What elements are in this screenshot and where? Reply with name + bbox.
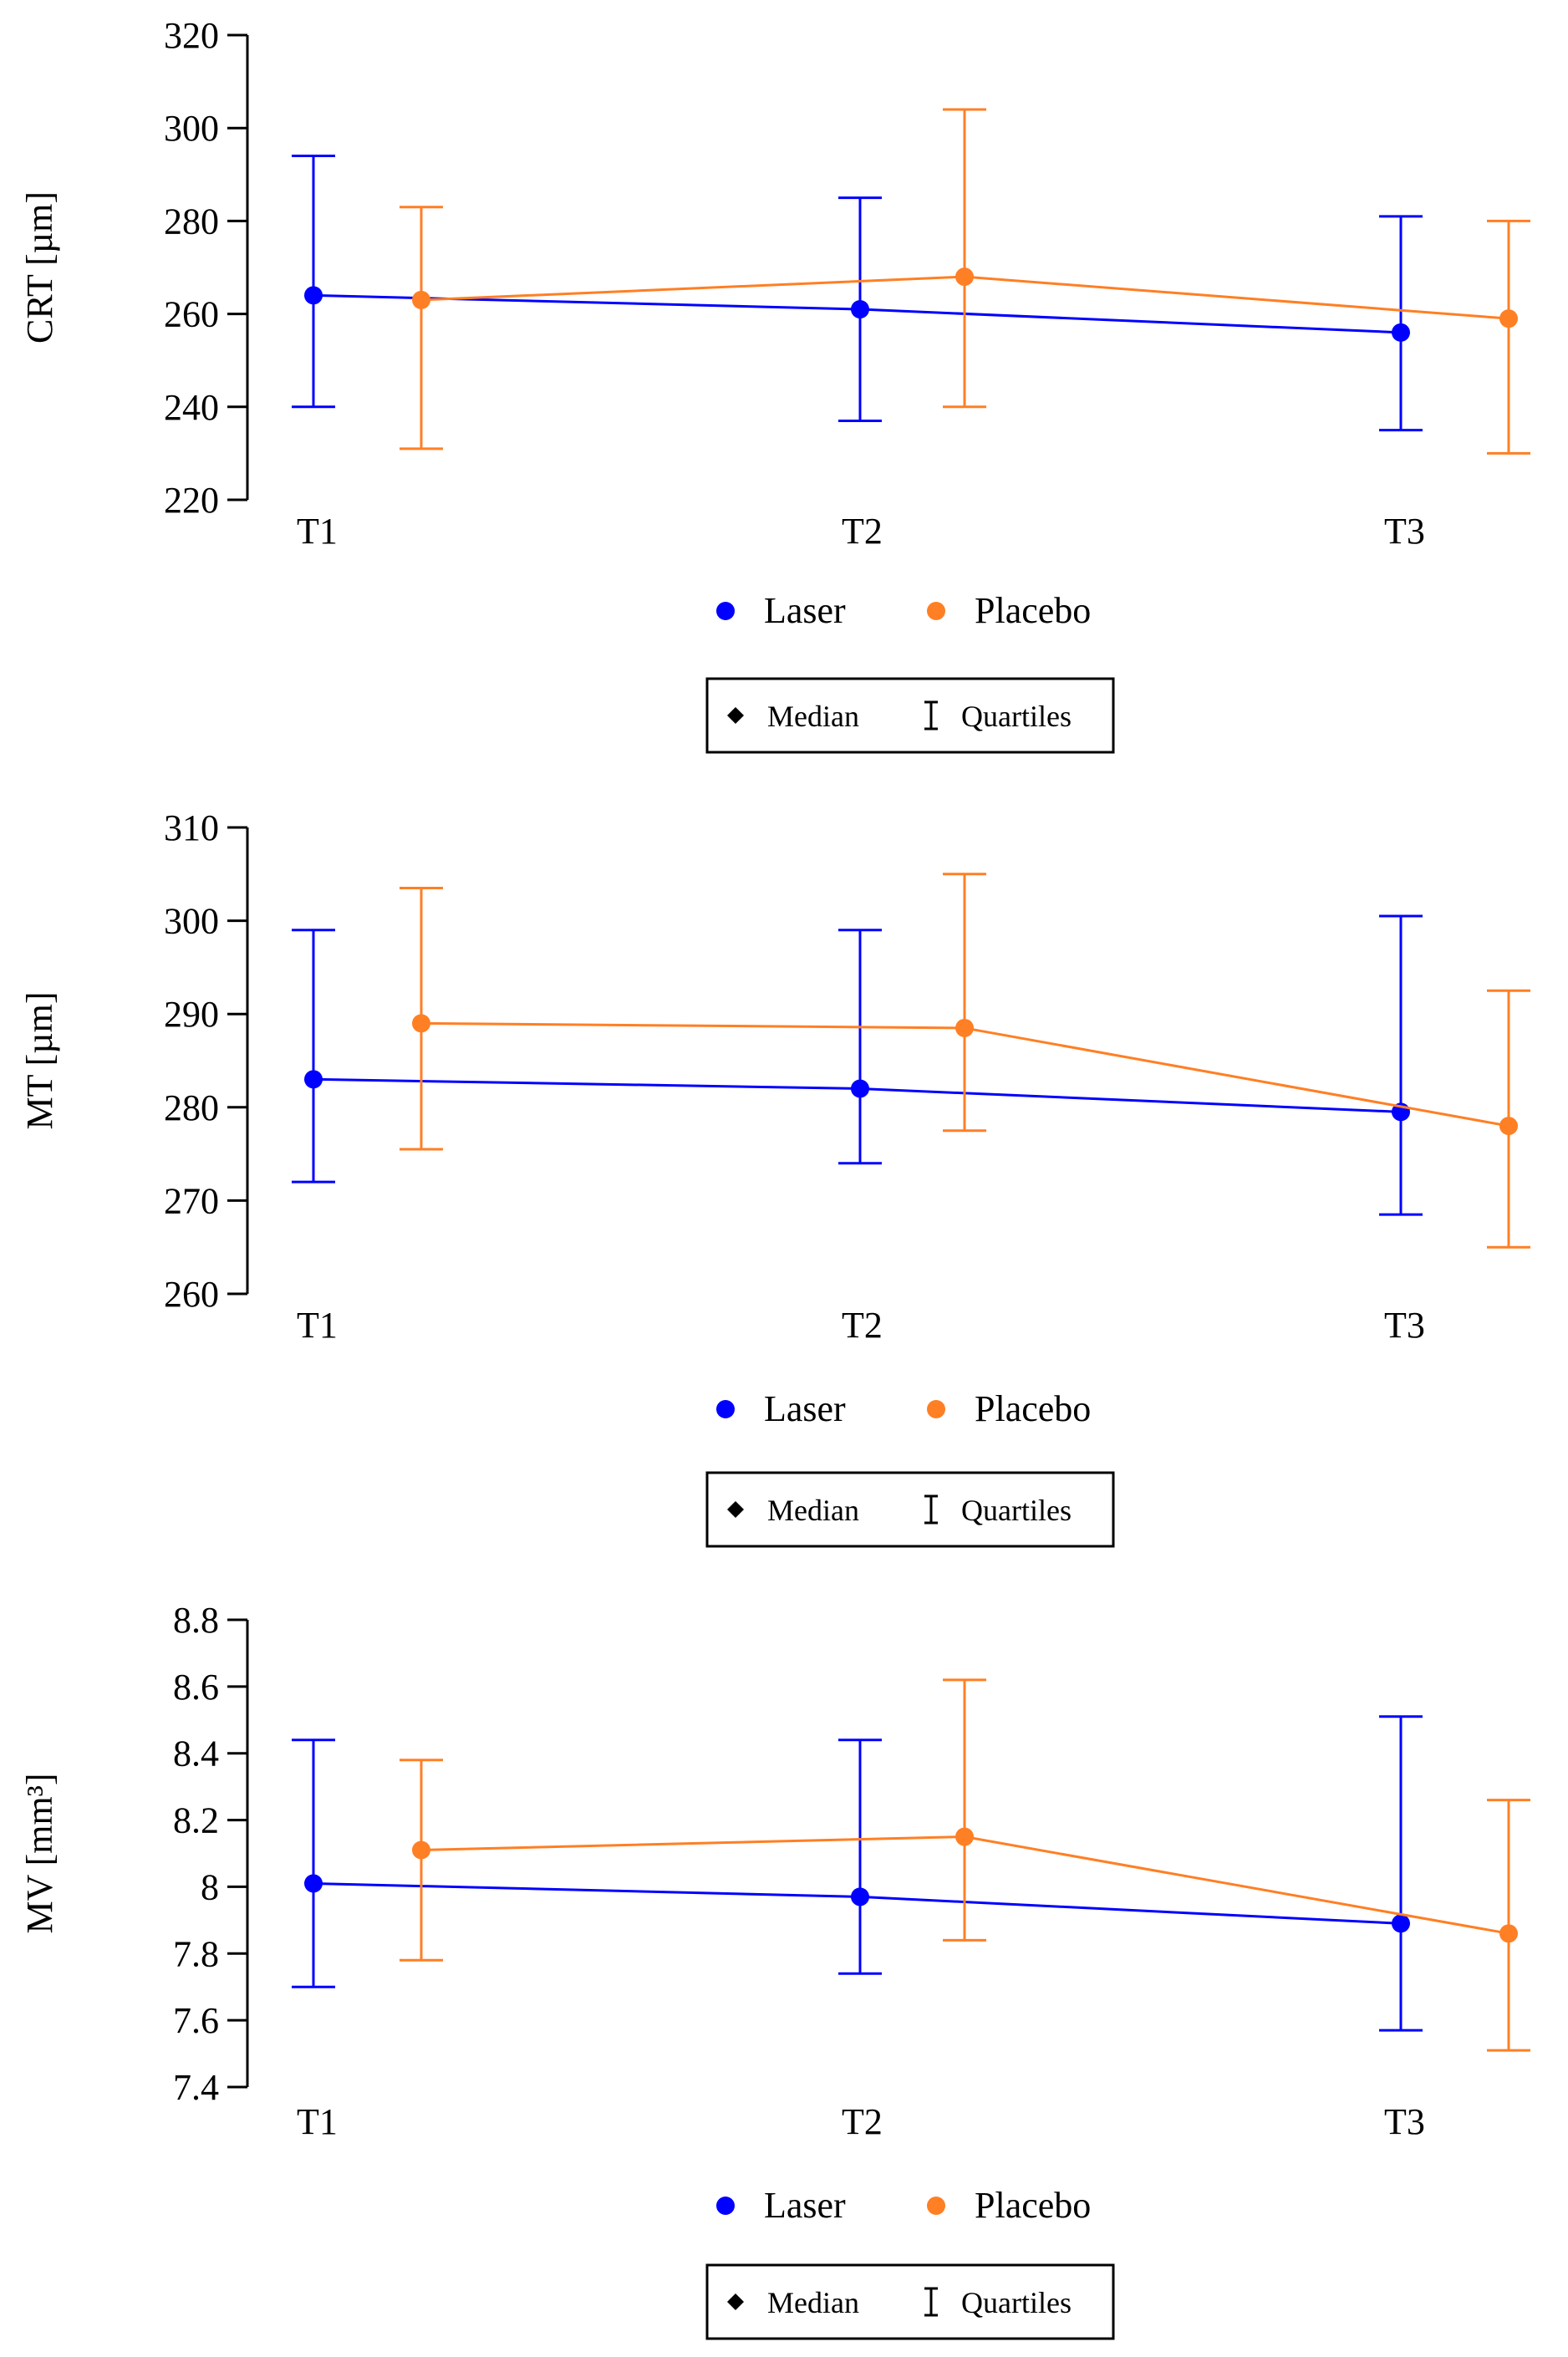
placebo-median-point <box>412 290 430 309</box>
y-tick-label: 7.4 <box>173 2067 219 2108</box>
key-quartiles-label: Quartiles <box>961 700 1072 733</box>
x-category-label: T2 <box>842 2101 883 2142</box>
y-axis-label: CRT [µm] <box>19 191 60 344</box>
placebo-median-point <box>955 1827 974 1846</box>
legend-placebo-marker <box>927 2197 945 2215</box>
y-tick-label: 310 <box>164 807 219 848</box>
chart-panel-1: 220 240 260 280 300 320 CRT [µm] T1 T2 T3 Laser Pla… <box>19 15 1530 754</box>
y-tick-label: 220 <box>164 480 219 521</box>
legend-placebo-marker <box>927 602 945 620</box>
y-tick-label: 8 <box>201 1866 219 1907</box>
y-tick-label: 7.6 <box>173 2000 219 2041</box>
key-box <box>705 677 1115 754</box>
key-median-label: Median <box>767 2286 859 2319</box>
placebo-median-point <box>412 1014 430 1033</box>
median-key-icon <box>727 2293 744 2310</box>
laser-median-point <box>304 1874 323 1893</box>
series-legend: Laser Placebo <box>716 590 1091 631</box>
legend-laser-label: Laser <box>764 590 846 631</box>
key-legend: Median Quartiles <box>705 2263 1115 2340</box>
y-axis-label: MV [mm³] <box>19 1773 60 1933</box>
x-category-label: T3 <box>1384 1305 1425 1346</box>
y-tick-label: 8.2 <box>173 1800 219 1841</box>
placebo-median-point <box>1499 1924 1518 1943</box>
legend-placebo-marker <box>927 1400 945 1418</box>
placebo-median-point <box>1499 1117 1518 1136</box>
y-tick-label: 320 <box>164 15 219 56</box>
x-category-label: T1 <box>297 511 338 552</box>
placebo-median-point <box>955 1018 974 1037</box>
y-tick-label: 8.8 <box>173 1600 219 1641</box>
y-tick-label: 300 <box>164 108 219 149</box>
laser-median-point <box>1392 1914 1410 1933</box>
series-legend: Laser Placebo <box>716 2185 1091 2226</box>
median-key-icon <box>727 1501 744 1518</box>
key-box <box>705 1471 1115 1548</box>
y-tick-label: 280 <box>164 1087 219 1128</box>
x-category-label: T3 <box>1384 2101 1425 2142</box>
y-tick-label: 260 <box>164 1274 219 1315</box>
key-quartiles-label: Quartiles <box>961 2286 1072 2319</box>
y-axis-label: MT [µm] <box>19 991 60 1129</box>
legend-placebo-label: Placebo <box>975 2185 1091 2226</box>
chart-panel-2: 260 270 280 290 300 310 MT [µm] T1 T2 T3 Laser Plac… <box>19 807 1530 1548</box>
placebo-median-point <box>955 267 974 287</box>
y-tick-label: 300 <box>164 901 219 942</box>
y-tick-label: 270 <box>164 1180 219 1221</box>
y-tick-label: 8.4 <box>173 1733 219 1774</box>
key-box <box>705 2263 1115 2340</box>
legend-placebo-label: Placebo <box>975 590 1091 631</box>
laser-median-point <box>851 300 869 319</box>
key-median-label: Median <box>767 1494 859 1527</box>
median-key-icon <box>727 707 744 724</box>
series-legend: Laser Placebo <box>716 1388 1091 1429</box>
laser-median-point <box>304 286 323 305</box>
x-category-label: T1 <box>297 1305 338 1346</box>
y-tick-label: 290 <box>164 994 219 1035</box>
laser-median-point <box>851 1079 869 1098</box>
x-category-label: T2 <box>842 511 883 552</box>
chart-panel-3: 7.4 7.6 7.8 8 8.2 8.4 8.6 8.8 MV [mm³] T1 T2 T3 Lase… <box>19 1600 1530 2340</box>
y-tick-label: 8.6 <box>173 1667 219 1708</box>
legend-laser-label: Laser <box>764 1388 846 1429</box>
laser-median-point <box>1392 323 1410 342</box>
legend-laser-marker <box>716 1400 735 1418</box>
laser-median-point <box>304 1070 323 1089</box>
key-median-label: Median <box>767 700 859 733</box>
key-legend: Median Quartiles <box>705 1471 1115 1548</box>
x-category-label: T1 <box>297 2101 338 2142</box>
y-tick-label: 7.8 <box>173 1933 219 1974</box>
y-tick-label: 280 <box>164 201 219 242</box>
placebo-median-point <box>412 1840 430 1860</box>
x-category-label: T3 <box>1384 511 1425 552</box>
key-quartiles-label: Quartiles <box>961 1494 1072 1527</box>
key-legend: Median Quartiles <box>705 677 1115 754</box>
legend-placebo-label: Placebo <box>975 1388 1091 1429</box>
x-category-label: T2 <box>842 1305 883 1346</box>
y-tick-label: 240 <box>164 387 219 428</box>
placebo-median-point <box>1499 309 1518 328</box>
legend-laser-marker <box>716 602 735 620</box>
legend-laser-label: Laser <box>764 2185 846 2226</box>
y-tick-label: 260 <box>164 294 219 335</box>
legend-laser-marker <box>716 2197 735 2215</box>
laser-median-point <box>851 1887 869 1906</box>
